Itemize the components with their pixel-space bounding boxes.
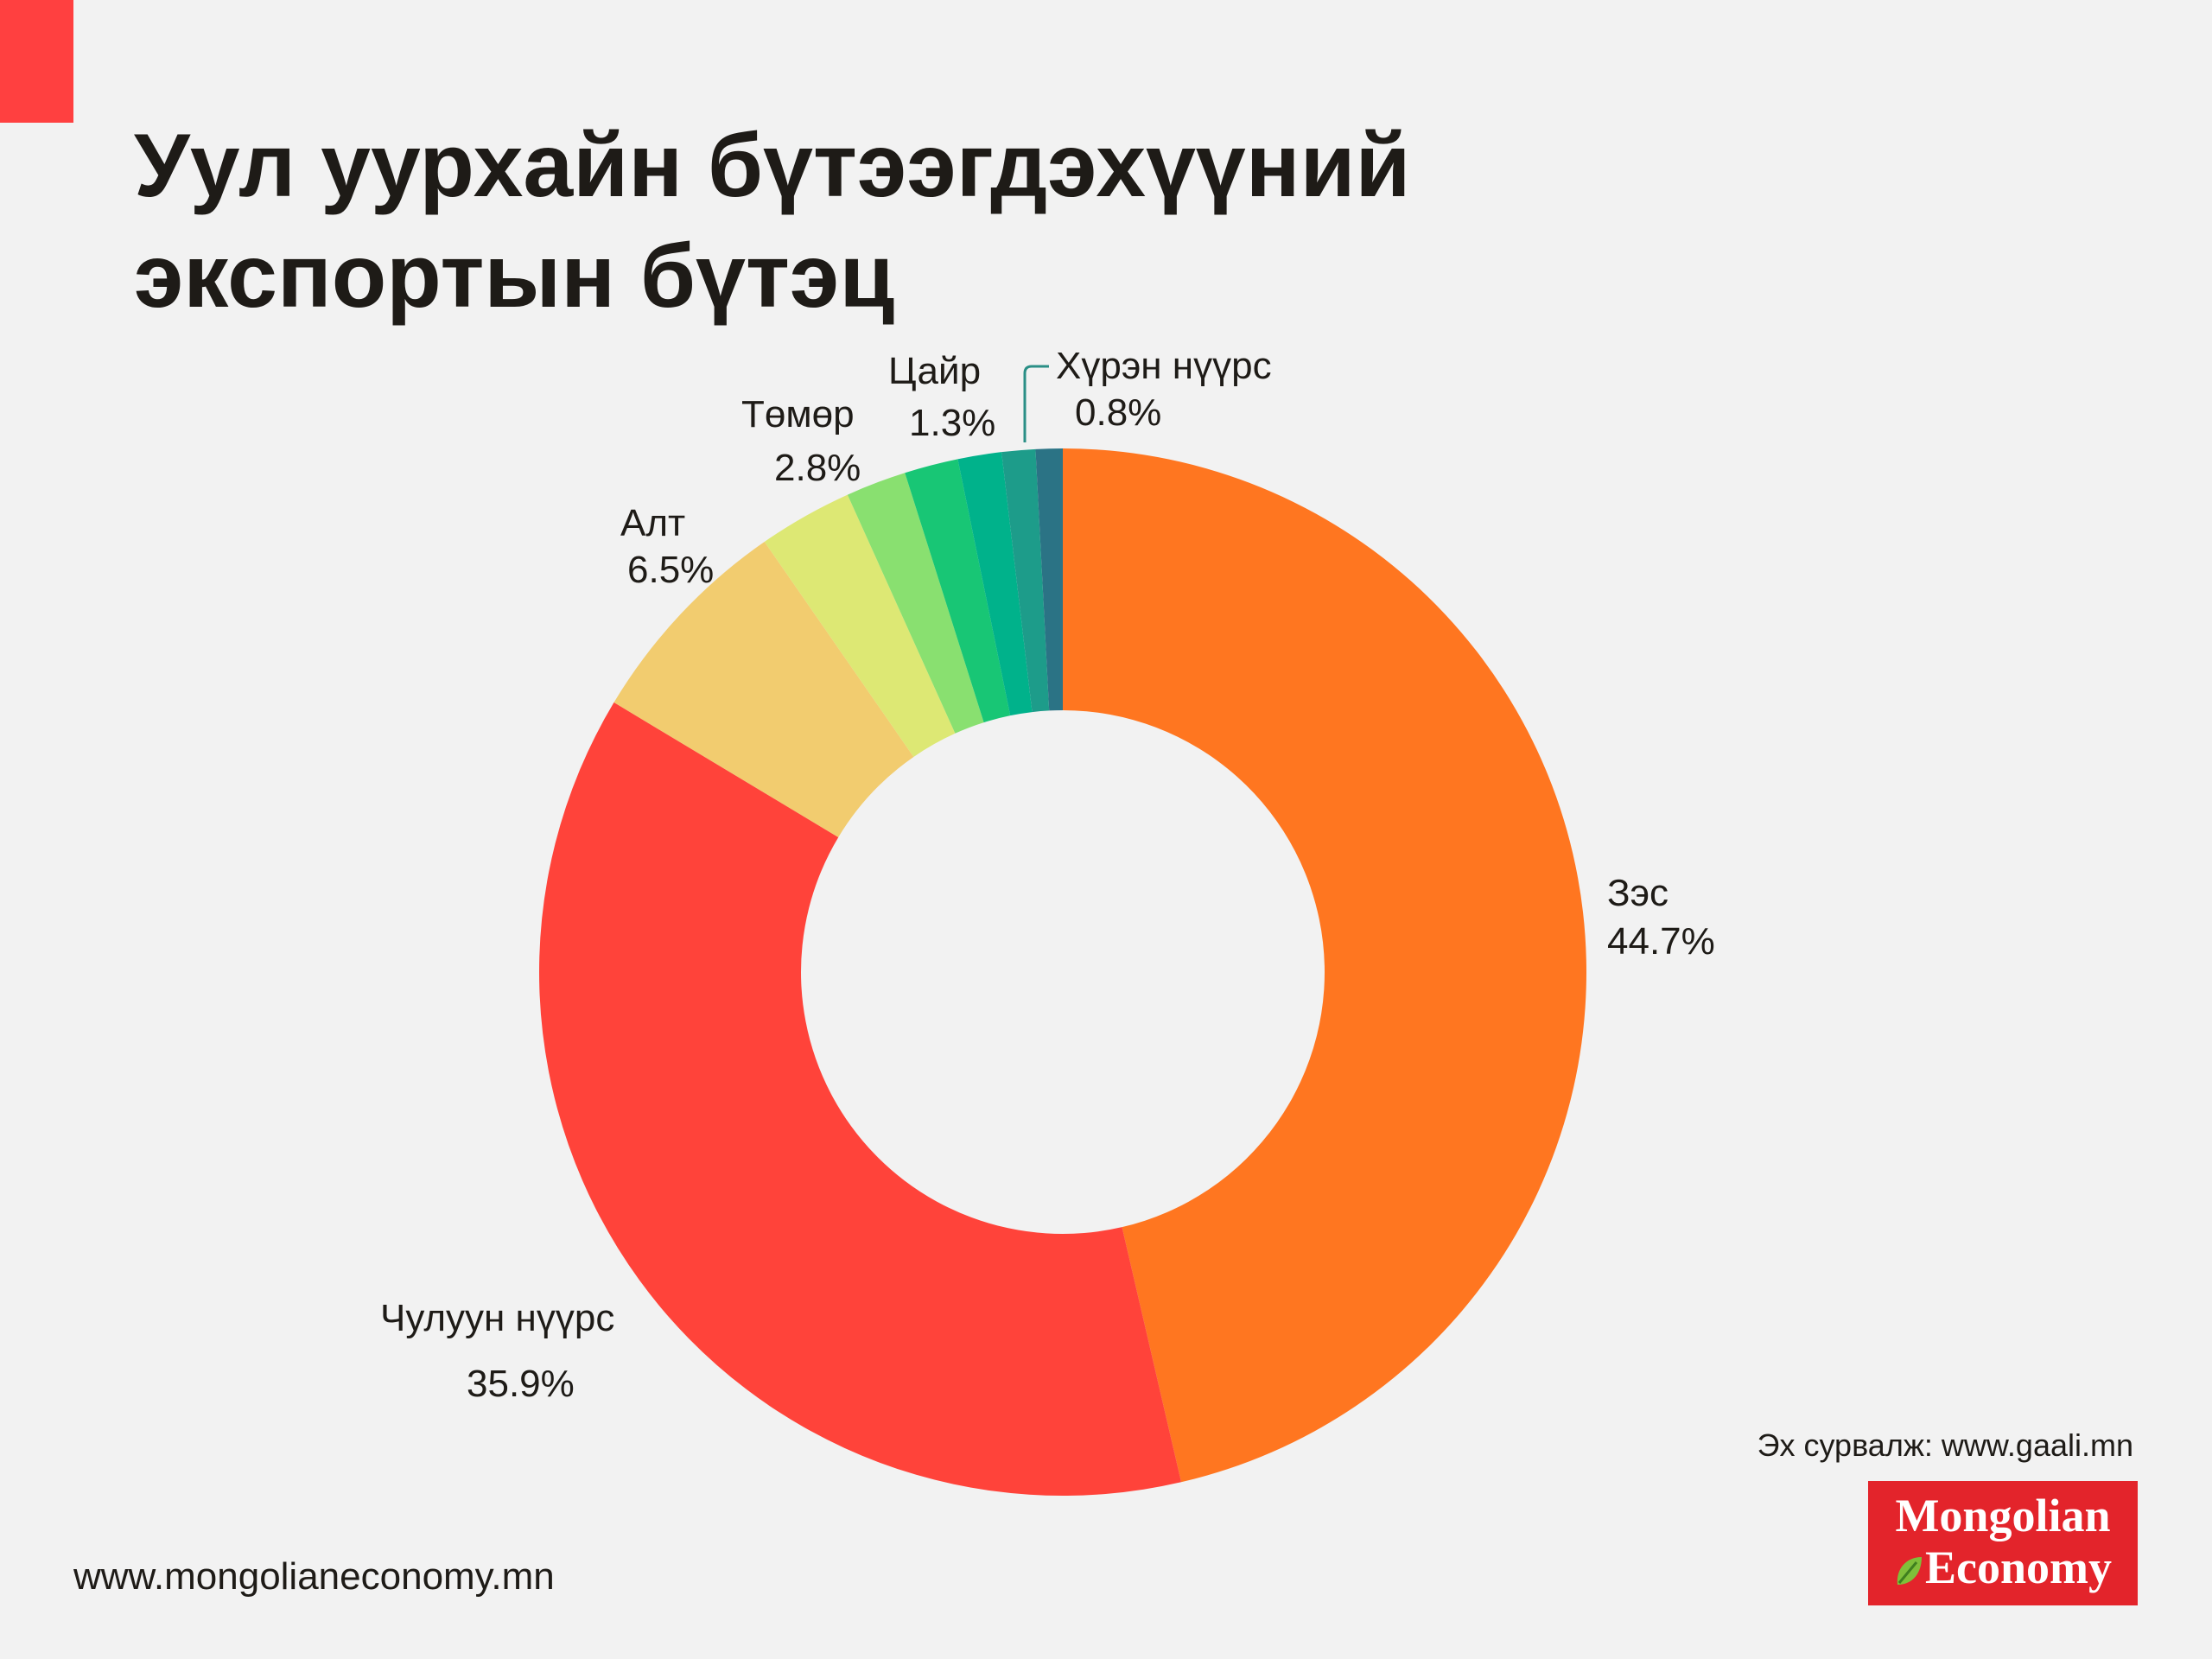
slice-7: [1001, 448, 1050, 713]
slice-0-зэс: [1063, 448, 1586, 1483]
slices-layer: [538, 448, 1586, 1496]
chart-title-line-1: Уул уурхайн бүтээгдэхүүний: [134, 116, 1411, 216]
logo-line-1: Mongolian: [1895, 1490, 2111, 1541]
slice-4: [847, 473, 984, 734]
slice-8-хүрэн-нүүрс: [1035, 448, 1063, 711]
slice-label-value: 35.9%: [467, 1363, 575, 1405]
logo-line-2: Economy: [1868, 1541, 2138, 1599]
logo-line-2-text: Economy: [1925, 1541, 2112, 1593]
slice-label-name: Төмөр: [741, 393, 855, 435]
chart-title-line-2: экспортын бүтэц: [134, 226, 895, 327]
source-note: Эх сурвалж: www.gaali.mn: [1757, 1427, 2133, 1463]
website-url[interactable]: www.mongolianeconomy.mn: [73, 1555, 555, 1598]
corner-accent: [0, 0, 73, 123]
leader-line: [1023, 365, 1049, 442]
slice-label-value: 1.3%: [909, 402, 995, 444]
slice-label-name: Чулуун нүүрс: [380, 1297, 614, 1339]
slice-label-value: 2.8%: [774, 447, 861, 489]
slice-label-value: 6.5%: [627, 549, 714, 591]
leaf-icon: [1894, 1547, 1923, 1599]
slice-5: [905, 459, 1011, 723]
chart-title: Уул уурхайн бүтээгдэхүүний экспортын бүт…: [134, 111, 1603, 332]
slice-label-value: 44.7%: [1607, 920, 1715, 963]
slice-6-цайр: [957, 452, 1033, 716]
slice-1-чулуун-нүүрс: [538, 702, 1182, 1496]
labels-layer: Зэс 44.7% Чулуун нүүрс 35.9% Алт 6.5% Төмөр 2.8…: [380, 345, 1715, 1405]
mongolian-economy-logo: Mongolian Economy: [1868, 1481, 2138, 1605]
slice-label-name: Цайр: [888, 350, 981, 392]
slice-label-name: Хүрэн нүүрс: [1056, 345, 1272, 387]
slice-label-name: Зэс: [1607, 872, 1669, 914]
slice-2-алт: [613, 541, 914, 837]
slice-label-name: Алт: [620, 502, 685, 544]
slice-3-төмөр: [764, 494, 956, 757]
slice-label-value: 0.8%: [1075, 391, 1161, 434]
